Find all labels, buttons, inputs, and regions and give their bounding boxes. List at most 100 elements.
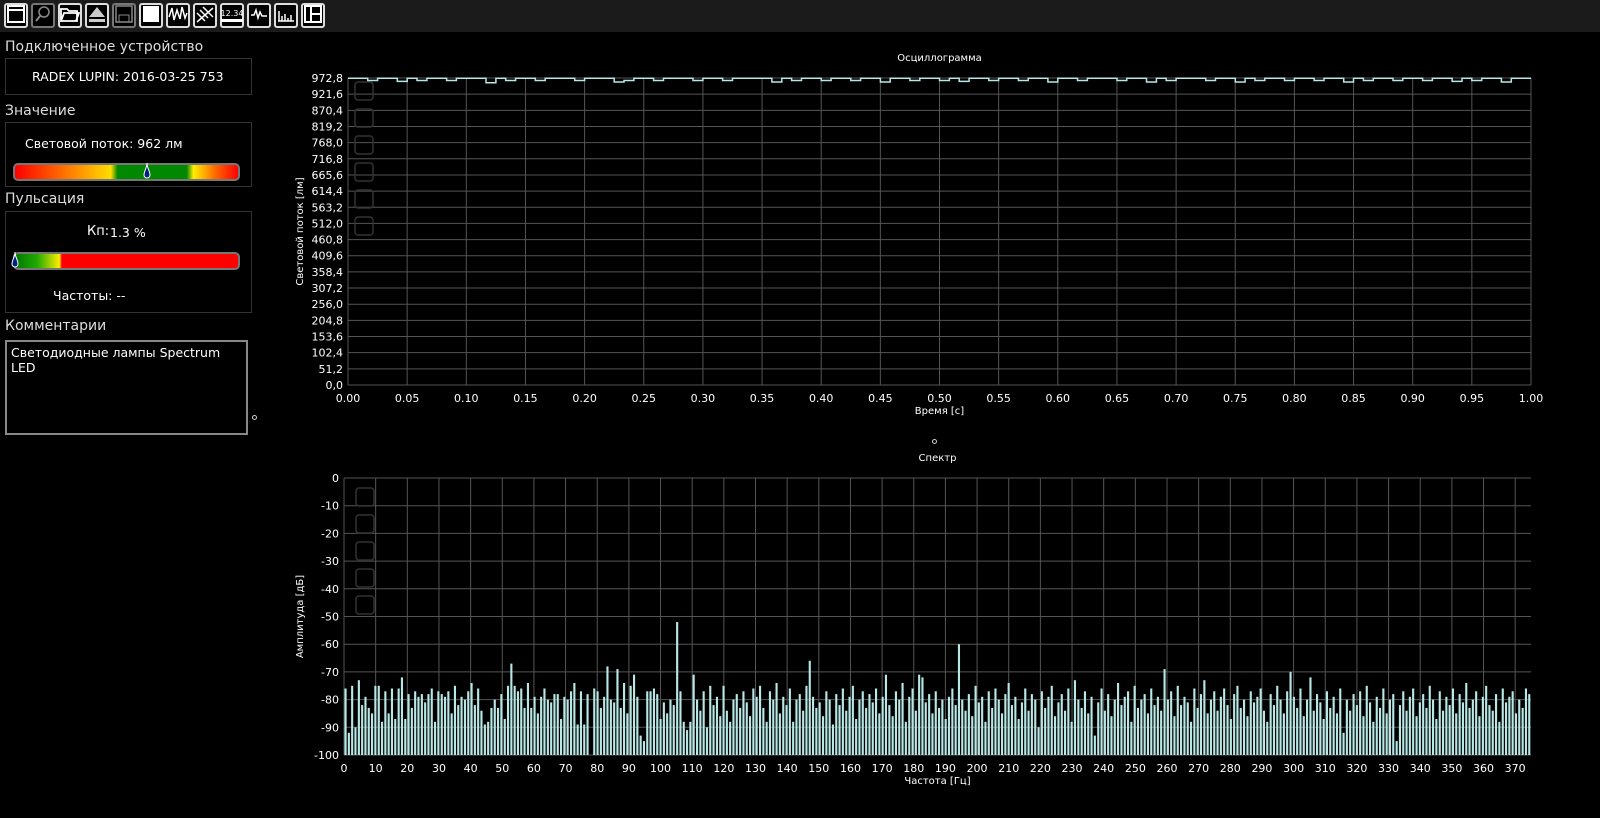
x-tick-label: 200 [967, 762, 988, 775]
save-button[interactable] [112, 3, 136, 28]
spectrum-bar [1243, 699, 1246, 755]
spectrum-bar [1369, 702, 1372, 755]
spectrum-bar [1445, 696, 1448, 755]
spectrum-bar [470, 683, 473, 755]
splitter-handle[interactable] [252, 415, 257, 420]
spectrum-bar [367, 707, 370, 755]
spectrum-bar [672, 705, 675, 755]
spectrum-bar [1133, 685, 1136, 756]
spectrum-bar [1289, 671, 1292, 755]
x-tick-label: 340 [1410, 762, 1431, 775]
spectrum-bar [483, 724, 486, 755]
spectrum-bar [997, 699, 1000, 755]
spectrum-bar [1249, 691, 1252, 755]
y-tick-label: 0 [332, 472, 339, 485]
spectrum-bar [1107, 694, 1110, 755]
x-tick-label: 0.10 [454, 392, 479, 405]
spectrum-bar [858, 699, 861, 755]
window-button[interactable] [4, 3, 28, 28]
layout-button[interactable] [301, 3, 325, 28]
spectrum-bar [603, 696, 606, 755]
plot-zoom-tool-icon [355, 487, 375, 507]
spectrum-bar [1216, 710, 1219, 755]
spectrum-bar [500, 694, 503, 755]
spectrum-bar [822, 716, 825, 755]
plots-splitter-handle[interactable] [932, 439, 937, 444]
spectrum-bar [1123, 696, 1126, 755]
spectrum-bar [477, 688, 480, 755]
spectrum-bar [1296, 707, 1299, 755]
x-tick-label: 250 [1125, 762, 1146, 775]
y-tick-label: -90 [321, 721, 339, 734]
spectrum-bar [1306, 699, 1309, 755]
spectrum-bar [805, 685, 808, 756]
oscillogram-trace [348, 77, 1531, 84]
spectrum-bar [715, 696, 719, 755]
spectrum-bar [785, 705, 788, 755]
spectrum-bar [971, 716, 974, 755]
x-tick-label: 0.45 [868, 392, 893, 405]
spectrum-bar [1226, 705, 1229, 755]
spectrum-bar [1203, 680, 1206, 755]
oscillogram-button[interactable] [247, 3, 271, 28]
spectrum-bar [1322, 719, 1325, 755]
spectrum-bar [1143, 694, 1146, 755]
spectrum-bar [1190, 721, 1193, 755]
waveform-button[interactable] [166, 3, 190, 28]
spectrum-bar [974, 685, 977, 756]
stop-button[interactable] [139, 3, 163, 28]
x-tick-label: 280 [1220, 762, 1241, 775]
spectrum-bar [427, 694, 430, 755]
spectrum-bar [1332, 696, 1335, 755]
spectrum-bar [656, 694, 659, 755]
frequencies-text: Частоты: -- [53, 288, 126, 303]
x-tick-label: 40 [464, 762, 478, 775]
plot-zoom-tool-icon [355, 568, 375, 588]
spectrum-bar [745, 702, 748, 755]
eject-button[interactable] [85, 3, 109, 28]
spectrum-bar [1405, 710, 1408, 755]
spectrum-bar [1342, 732, 1345, 755]
spectrum-bar [1481, 696, 1484, 755]
spectrum-bar [759, 685, 762, 756]
comments-textarea[interactable]: Светодиодные лампы Spectrum LED [5, 340, 248, 435]
open-folder-button[interactable] [58, 3, 82, 28]
spectrum-bar [908, 696, 911, 755]
oscillogram-chart[interactable]: 0,0 51,2 102,4 153,6 204,8 256,0 307,2 358,4 409… [280, 40, 1600, 430]
spectrum-button[interactable] [274, 3, 298, 28]
spectrum-bar [1014, 696, 1017, 755]
x-tick-label: 270 [1188, 762, 1209, 775]
x-tick-label: 300 [1283, 762, 1304, 775]
spectrum-bar [941, 699, 944, 755]
y-axis-label: Световой поток [лм] [295, 177, 306, 285]
spectrum-bar [384, 691, 387, 755]
spectrum-bar [397, 688, 400, 755]
spectrum-bar [888, 705, 891, 755]
spectrum-bar [991, 707, 994, 755]
spectrum-bar [808, 660, 811, 755]
eject-icon [88, 5, 106, 26]
spectrum-bar [914, 710, 917, 755]
spectrum-bar [1359, 691, 1362, 755]
x-tick-label: 0.60 [1046, 392, 1071, 405]
spectrum-bar [947, 696, 951, 755]
spectrum-bar [410, 707, 413, 755]
y-tick-label: 614,4 [312, 185, 344, 198]
spectrum-bar [1262, 710, 1266, 755]
spectrum-bar [1435, 719, 1438, 755]
x-tick-label: 230 [1062, 762, 1083, 775]
display-value-button[interactable]: 12.34 [220, 3, 244, 28]
calibration-button[interactable] [193, 3, 217, 28]
zoom-button[interactable] [31, 3, 55, 28]
spectrum-bar [1083, 691, 1087, 755]
spectrum-bar [831, 724, 835, 755]
x-axis-label: Время [с] [915, 406, 964, 417]
x-tick-label: 70 [559, 762, 573, 775]
spectrum-bar [1080, 707, 1083, 755]
spectrum-bar [838, 705, 841, 755]
plot-zoom-tool-icon [354, 81, 374, 101]
oscillogram-icon [249, 5, 269, 26]
spectrum-bar [570, 691, 573, 755]
x-tick-label: 0 [341, 762, 348, 775]
